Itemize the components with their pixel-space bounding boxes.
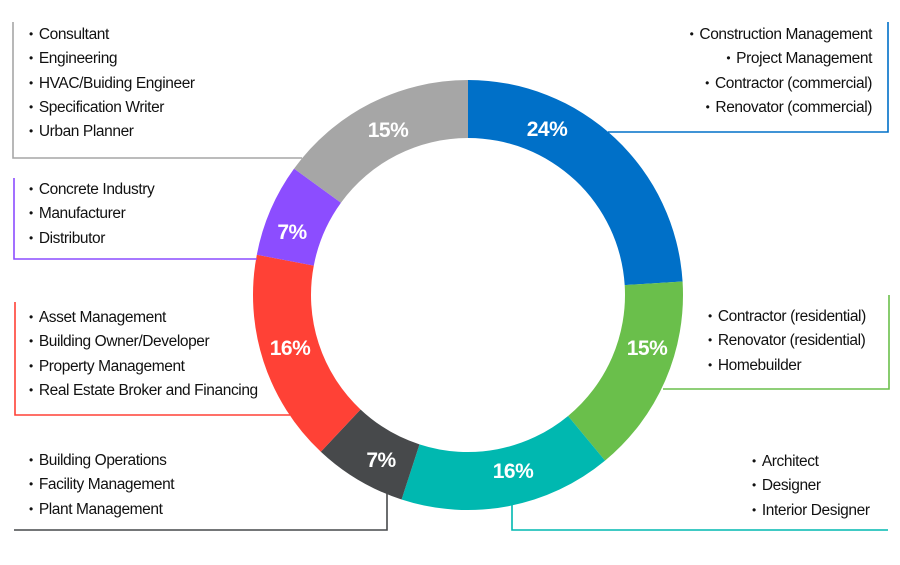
- segment-label-purple: 7%: [277, 221, 307, 244]
- legend-item: Plant Management: [29, 498, 174, 522]
- legend-item: Consultant: [29, 23, 195, 47]
- legend-list-purple: Concrete Industry Manufacturer Distribut…: [29, 178, 155, 251]
- legend-item: Homebuilder: [708, 354, 866, 378]
- legend-list-gray: Consultant Engineering HVAC/Buiding Engi…: [29, 23, 195, 144]
- legend-item: Urban Planner: [29, 120, 195, 144]
- segment-label-green: 15%: [627, 337, 668, 360]
- leader-line-blue: [608, 22, 889, 133]
- legend-item: Project Management: [690, 47, 872, 71]
- leader-line-gray: [12, 22, 302, 159]
- leader-line-teal: [511, 505, 888, 531]
- donut-segment-green: [568, 281, 683, 461]
- legend-list-dark: Building Operations Facility Management …: [29, 449, 175, 522]
- donut-segment-gray: [294, 80, 468, 203]
- legend-item: Facility Management: [29, 473, 175, 497]
- legend-list-green: Contractor (residential) Renovator (resi…: [708, 305, 866, 378]
- donut-segment-purple: [256, 168, 341, 266]
- donut-segment-teal: [401, 415, 606, 510]
- legend-item: Designer: [752, 474, 870, 498]
- segment-label-teal: 16%: [493, 460, 534, 483]
- donut-segment-blue: [468, 80, 683, 286]
- leader-line-red: [14, 302, 290, 416]
- legend-item: Real Estate Broker and Financing: [29, 379, 258, 403]
- legend-list-blue: Construction Management Project Manageme…: [690, 23, 872, 120]
- segment-label-red: 16%: [270, 337, 311, 360]
- legend-item: Interior Designer: [752, 499, 870, 523]
- legend-item: Building Owner/Developer: [29, 330, 258, 354]
- legend-item: Construction Management: [690, 23, 872, 47]
- legend-item: Contractor (residential): [708, 305, 866, 329]
- legend-item: HVAC/Buiding Engineer: [29, 72, 195, 96]
- segment-label-blue: 24%: [527, 118, 568, 141]
- legend-list-teal: Architect Designer Interior Designer: [752, 450, 870, 523]
- legend-item: Building Operations: [29, 449, 174, 473]
- legend-list-red: Asset Management Building Owner/Develope…: [29, 306, 258, 403]
- leader-line-purple: [13, 178, 257, 260]
- legend-item: Specification Writer: [29, 96, 195, 120]
- segment-label-dark: 7%: [366, 449, 396, 472]
- legend-item: Distributor: [29, 227, 154, 251]
- donut-segment-red: [252, 254, 361, 452]
- leader-line-dark: [14, 490, 388, 531]
- legend-item: Property Management: [29, 355, 258, 379]
- legend-item: Renovator (commercial): [690, 96, 872, 120]
- legend-item: Asset Management: [29, 306, 258, 330]
- legend-item: Manufacturer: [29, 202, 154, 226]
- segment-label-gray: 15%: [368, 119, 409, 142]
- donut-segment-dark: [320, 409, 420, 500]
- legend-item: Concrete Industry: [29, 178, 155, 202]
- leader-line-green: [663, 295, 890, 390]
- legend-item: Engineering: [29, 47, 195, 71]
- legend-item: Renovator (residential): [708, 329, 866, 353]
- legend-item: Architect: [752, 450, 870, 474]
- legend-item: Contractor (commercial): [690, 72, 872, 96]
